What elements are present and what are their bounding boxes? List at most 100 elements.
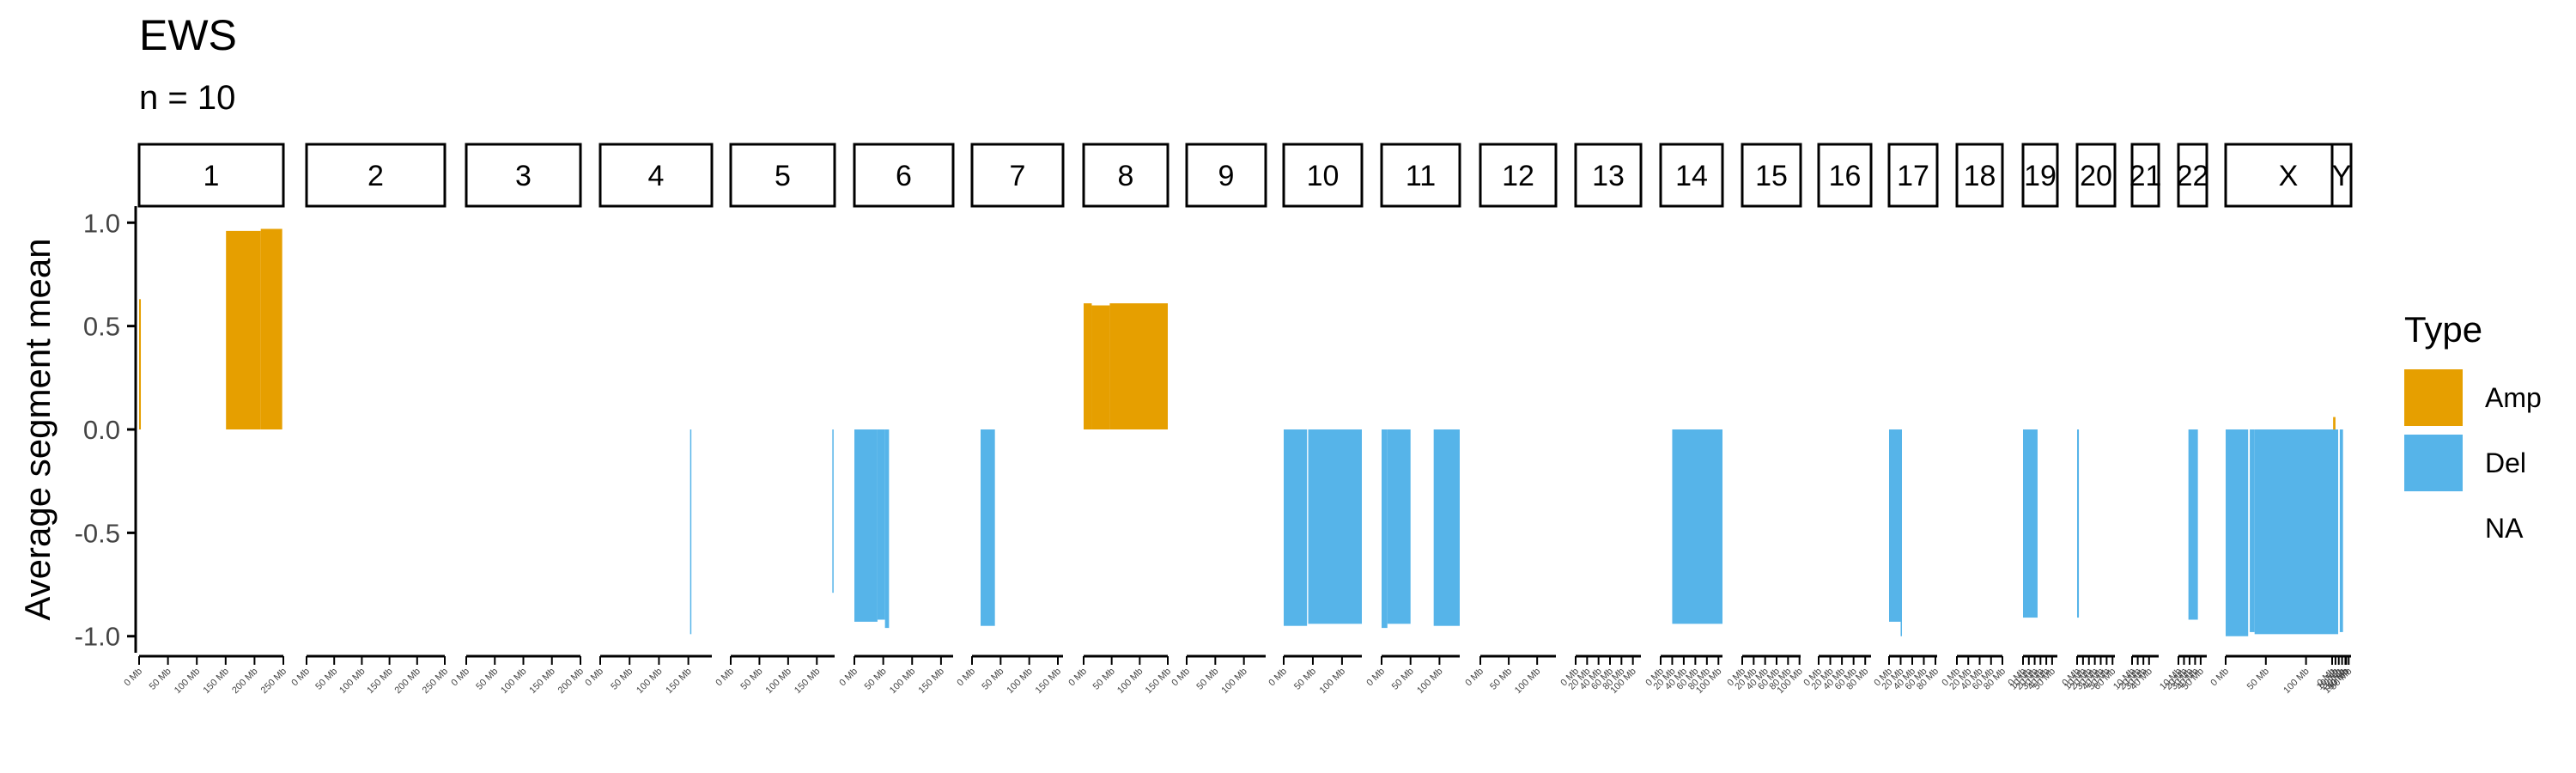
- x-tick-label: 150 Mb: [527, 666, 556, 696]
- facet-label-17: 17: [1897, 160, 1929, 192]
- facet-label-4: 4: [648, 160, 665, 192]
- facet-strip-18: [1955, 143, 2004, 208]
- bar-chr1-2: [260, 228, 283, 429]
- facet-strip-1: [137, 143, 285, 208]
- bar-chrX-0: [2226, 429, 2249, 636]
- x-tick-label: 50 Mb: [148, 666, 173, 692]
- x-tick-label: 200 Mb: [230, 666, 259, 696]
- y-tick-label: 0.5: [83, 312, 120, 342]
- x-tick-label: 0 Mb: [1267, 666, 1289, 689]
- bar-chr8-2: [1109, 303, 1168, 429]
- x-tick-label: 150 Mb: [1144, 666, 1173, 696]
- bar-chr10-0: [1284, 429, 1308, 626]
- bar-chrX-2: [2254, 429, 2339, 635]
- bar-chr10-1: [1308, 429, 1362, 624]
- bar-chr11-0: [1382, 429, 1388, 629]
- y-tick-label: -1.0: [75, 622, 120, 652]
- facet-label-12: 12: [1502, 160, 1534, 192]
- bar-chrY-0: [2333, 417, 2336, 429]
- facet-label-3: 3: [515, 160, 532, 192]
- x-tick-label: 0 Mb: [1463, 666, 1485, 689]
- x-tick-label: 50 Mb: [1194, 666, 1220, 692]
- bar-chr6-1: [877, 429, 885, 620]
- facet-label-22: 22: [2177, 160, 2209, 192]
- facet-label-6: 6: [896, 160, 912, 192]
- bar-chr14-0: [1672, 429, 1722, 624]
- x-tick-label: 100 Mb: [1513, 666, 1542, 696]
- facet-label-10: 10: [1307, 160, 1340, 192]
- x-tick-label: 250 Mb: [259, 666, 289, 696]
- facet-strip-13: [1574, 143, 1643, 208]
- legend-title: Type: [2404, 309, 2483, 350]
- facet-label-15: 15: [1755, 160, 1788, 192]
- x-tick-label: 150 Mb: [664, 666, 693, 696]
- facet-strip-19: [2021, 143, 2059, 208]
- x-tick-label: 50 Mb: [313, 666, 339, 692]
- x-tick-label: 100 Mb: [1415, 666, 1444, 696]
- facet-label-19: 19: [2024, 160, 2057, 192]
- legend-key-na: [2404, 500, 2463, 557]
- bar-chr5-0: [832, 429, 834, 593]
- legend-label-amp: Amp: [2485, 381, 2542, 413]
- bar-chr1-0: [139, 299, 142, 429]
- bar-chr22-0: [2188, 429, 2198, 620]
- facet-strip-11: [1380, 143, 1461, 208]
- legend-item-amp: Amp: [2404, 369, 2542, 426]
- x-tick-label: 0 Mb: [955, 666, 977, 689]
- legend-label-del: Del: [2485, 447, 2527, 478]
- x-tick-label: 150 Mb: [1034, 666, 1063, 696]
- facet-label-8: 8: [1118, 160, 1134, 192]
- x-tick-label: 200 Mb: [392, 666, 422, 696]
- x-tick-label: 50 Mb: [980, 666, 1005, 692]
- bar-chr8-0: [1084, 303, 1092, 429]
- x-tick-label: 0 Mb: [2208, 666, 2231, 689]
- facet-label-7: 7: [1010, 160, 1026, 192]
- x-tick-label: 0 Mb: [122, 666, 144, 689]
- bar-chr20-0: [2077, 429, 2080, 618]
- bar-chr4-0: [690, 429, 692, 635]
- x-tick-label: 100 Mb: [1318, 666, 1347, 696]
- facet-label-18: 18: [1964, 160, 1996, 192]
- x-tick-label: 50 Mb: [474, 666, 500, 692]
- facet-label-14: 14: [1675, 160, 1708, 192]
- bar-chrX-3: [2339, 429, 2343, 632]
- x-tick-label: 150 Mb: [917, 666, 946, 696]
- facet-label-9: 9: [1218, 160, 1235, 192]
- chart-title: EWS: [139, 11, 237, 59]
- facet-label-13: 13: [1592, 160, 1625, 192]
- legend-item-del: Del: [2404, 435, 2526, 491]
- legend-label-na: NA: [2485, 512, 2524, 544]
- x-tick-label: 50 Mb: [1488, 666, 1514, 692]
- y-tick-label: 1.0: [83, 208, 120, 238]
- facet-label-16: 16: [1829, 160, 1862, 192]
- bar-chr11-1: [1387, 429, 1411, 624]
- legend-item-na: NA: [2404, 500, 2523, 557]
- facet-strip-21: [2130, 143, 2160, 208]
- y-axis-label: Average segment mean: [17, 238, 58, 620]
- x-tick-label: 100 Mb: [1115, 666, 1145, 696]
- bar-chr1-1: [226, 230, 261, 429]
- y-tick-label: -0.5: [75, 518, 120, 548]
- facet-strip-7: [970, 143, 1065, 208]
- chart-subtitle: n = 10: [139, 79, 236, 117]
- facet-strip-3: [465, 143, 582, 208]
- facet-label-Y: Y: [2332, 160, 2352, 192]
- x-tick-label: 100 Mb: [888, 666, 917, 696]
- x-tick-label: 0 Mb: [1170, 666, 1192, 689]
- x-tick-label: 50 Mb: [1390, 666, 1416, 692]
- x-tick-label: 100 Mb: [1005, 666, 1034, 696]
- x-tick-label: 150 Mb: [201, 666, 230, 696]
- facet-strip-X: [2224, 143, 2353, 208]
- facet-strip-15: [1741, 143, 1802, 208]
- bar-chr7-0: [981, 429, 995, 626]
- facet-strip-Y: [2330, 143, 2353, 208]
- facet-strip-9: [1185, 143, 1267, 208]
- bar-chr17-0: [1889, 429, 1901, 622]
- bar-chr19-0: [2023, 429, 2038, 618]
- facet-strip-5: [729, 143, 836, 208]
- x-tick-label: 50 Mb: [2245, 666, 2271, 692]
- bar-chr17-1: [1900, 429, 1902, 636]
- bar-chr6-0: [854, 429, 878, 622]
- facet-label-20: 20: [2080, 160, 2112, 192]
- bar-chr8-1: [1091, 305, 1110, 429]
